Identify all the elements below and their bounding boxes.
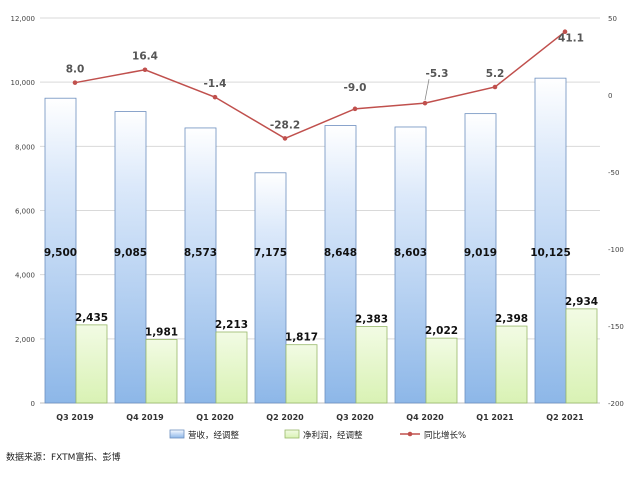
y-left-tick-label: 10,000 (11, 79, 36, 87)
bar-revenue (114, 111, 147, 404)
legend-swatch-net-profit (284, 429, 300, 439)
y-left-tick-label: 4,000 (15, 272, 35, 280)
growth-point (352, 106, 358, 112)
y-right-tick-label: -100 (608, 246, 624, 254)
bar-net-profit (215, 331, 248, 404)
legend-label-net-profit: 净利润，经调整 (303, 430, 363, 441)
bar-revenue (44, 97, 77, 404)
growth-line (74, 31, 566, 140)
data-label-growth: 8.0 (66, 64, 85, 76)
data-label-net-profit: 1,981 (145, 326, 178, 338)
data-label-revenue: 8,573 (184, 247, 217, 259)
y-left-tick-label: 2,000 (15, 336, 35, 344)
data-label-growth: -9.0 (344, 82, 367, 94)
bar-net-profit (355, 326, 388, 404)
bar-revenue (184, 127, 217, 404)
growth-point (492, 84, 498, 90)
growth-point (422, 100, 428, 106)
x-tick-label: Q2 2020 (266, 413, 304, 422)
y-left-tick-label: 6,000 (15, 208, 35, 216)
bar-net-profit (425, 337, 458, 404)
legend-marker-growth (407, 431, 413, 437)
growth-point (562, 29, 568, 35)
y-right-tick-label: -150 (608, 323, 624, 331)
bar-revenue (394, 126, 427, 404)
growth-point (72, 80, 78, 85)
growth-point (212, 94, 218, 100)
data-label-revenue: 9,085 (114, 247, 147, 259)
y-right-tick-label: -200 (608, 400, 624, 408)
data-label-net-profit: 2,435 (75, 312, 108, 324)
data-label-net-profit: 2,213 (215, 319, 248, 331)
x-tick-label: Q1 2021 (476, 413, 514, 422)
bar-revenue (254, 172, 287, 404)
source-note: 数据来源：FXTM富拓、彭博 (6, 453, 121, 463)
bar-revenue (464, 113, 497, 404)
data-label-revenue: 7,175 (254, 247, 287, 259)
bar-revenue (324, 125, 357, 404)
data-label-net-profit: 2,934 (565, 296, 598, 308)
x-tick-label: Q3 2019 (56, 413, 94, 422)
data-label-growth: -1.4 (204, 78, 227, 90)
x-tick-label: Q4 2019 (126, 413, 164, 422)
data-label-growth: 41.1 (558, 33, 584, 45)
bar-net-profit (145, 339, 178, 404)
y-left-tick-label: 12,000 (11, 15, 36, 23)
data-label-net-profit: 2,398 (495, 313, 528, 325)
x-tick-label: Q2 2021 (546, 413, 584, 422)
y-left-tick-label: 0 (31, 400, 35, 408)
data-label-revenue: 8,603 (394, 247, 427, 259)
y-left-tick-label: 8,000 (15, 143, 35, 151)
data-label-revenue: 9,500 (44, 247, 77, 259)
data-label-net-profit: 1,817 (285, 332, 318, 344)
bar-net-profit (75, 324, 108, 404)
data-label-growth: 5.2 (486, 68, 505, 80)
x-tick-label: Q4 2020 (406, 413, 444, 422)
legend-swatch-revenue (169, 429, 185, 439)
growth-point (142, 67, 148, 73)
growth-label-leader (424, 79, 430, 101)
y-right-tick-label: 50 (608, 15, 617, 23)
data-label-growth: 16.4 (132, 51, 158, 63)
data-label-revenue: 9,019 (464, 247, 497, 259)
x-tick-label: Q1 2020 (196, 413, 234, 422)
y-right-tick-label: -50 (608, 169, 619, 177)
bar-revenue (534, 77, 567, 404)
data-label-net-profit: 2,383 (355, 314, 388, 326)
bar-net-profit (565, 308, 598, 404)
data-label-revenue: 8,648 (324, 247, 357, 259)
data-label-net-profit: 2,022 (425, 325, 458, 337)
data-label-revenue: 10,125 (530, 247, 571, 259)
growth-point (282, 136, 288, 141)
data-label-growth: -5.3 (426, 68, 449, 80)
bar-net-profit (285, 344, 318, 404)
legend-label-revenue: 营收，经调整 (188, 430, 240, 441)
data-label-growth: -28.2 (270, 119, 300, 131)
bar-net-profit (495, 325, 528, 404)
y-right-tick-label: 0 (608, 92, 612, 100)
legend-label-growth: 同比增长% (424, 430, 466, 441)
x-tick-label: Q3 2020 (336, 413, 374, 422)
